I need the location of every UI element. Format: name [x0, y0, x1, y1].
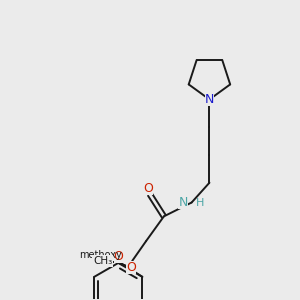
- Text: O: O: [126, 261, 136, 274]
- Text: O: O: [114, 250, 124, 262]
- Text: N: N: [178, 196, 188, 209]
- Text: N: N: [205, 93, 214, 106]
- Text: methoxy: methoxy: [79, 250, 122, 260]
- Text: O: O: [143, 182, 153, 195]
- Text: CH₃: CH₃: [93, 256, 112, 266]
- Text: H: H: [196, 199, 204, 208]
